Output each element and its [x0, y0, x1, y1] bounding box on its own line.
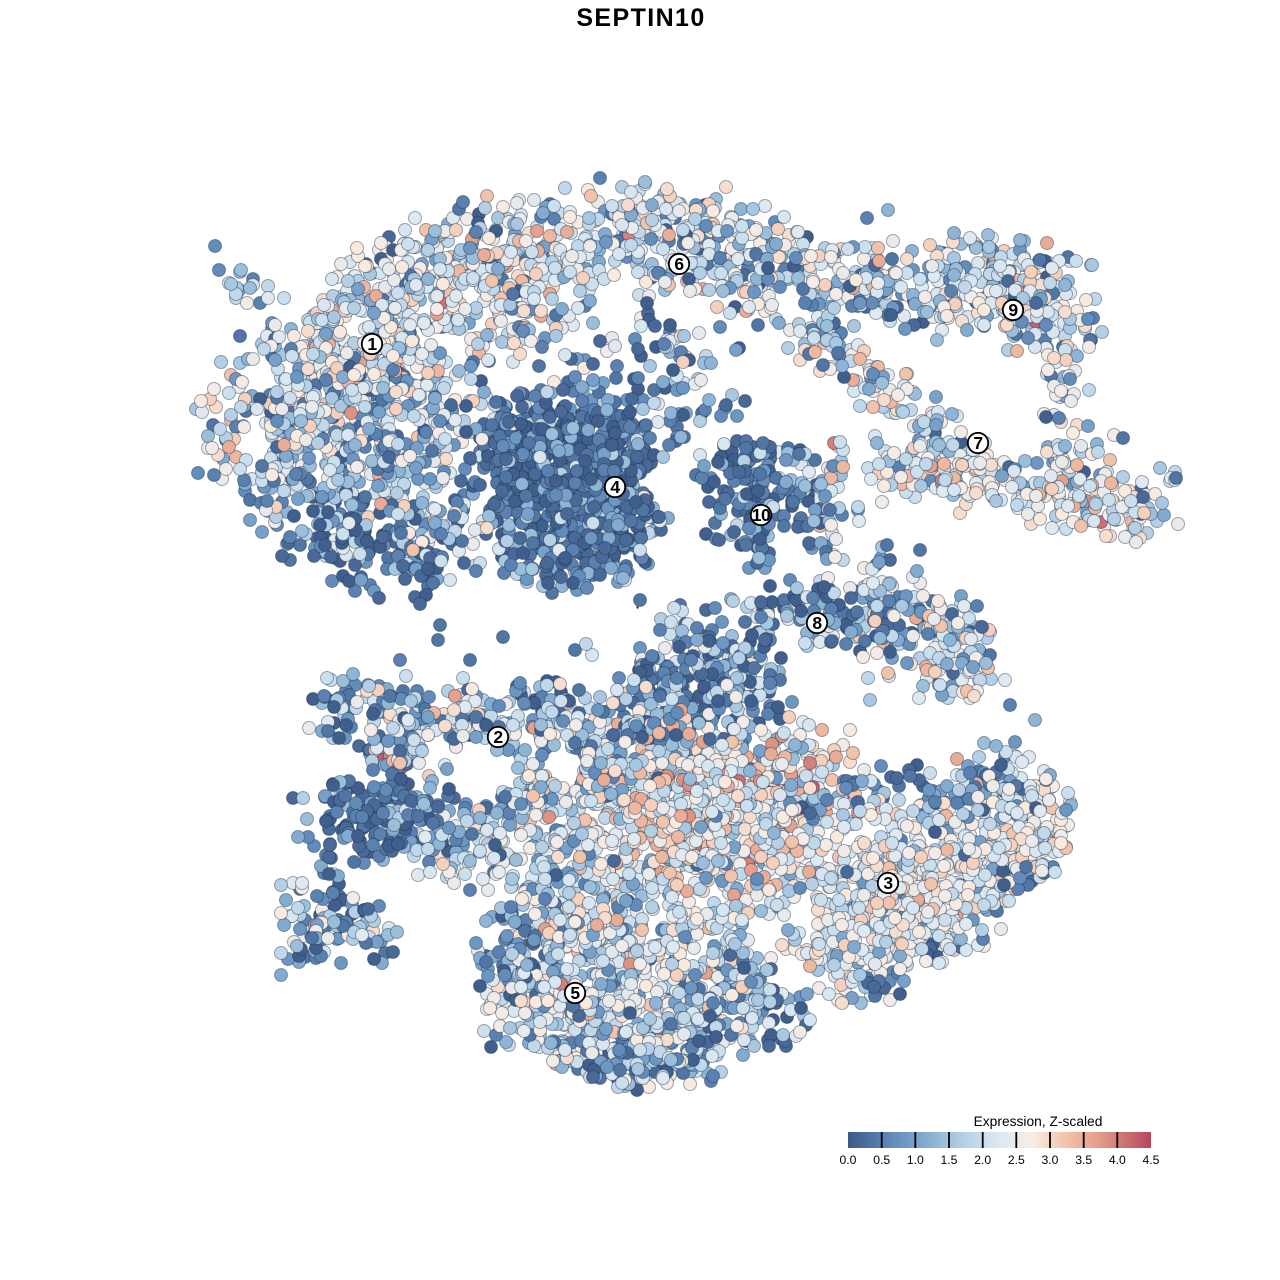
svg-text:SEPTIN10: SEPTIN10	[576, 4, 705, 32]
